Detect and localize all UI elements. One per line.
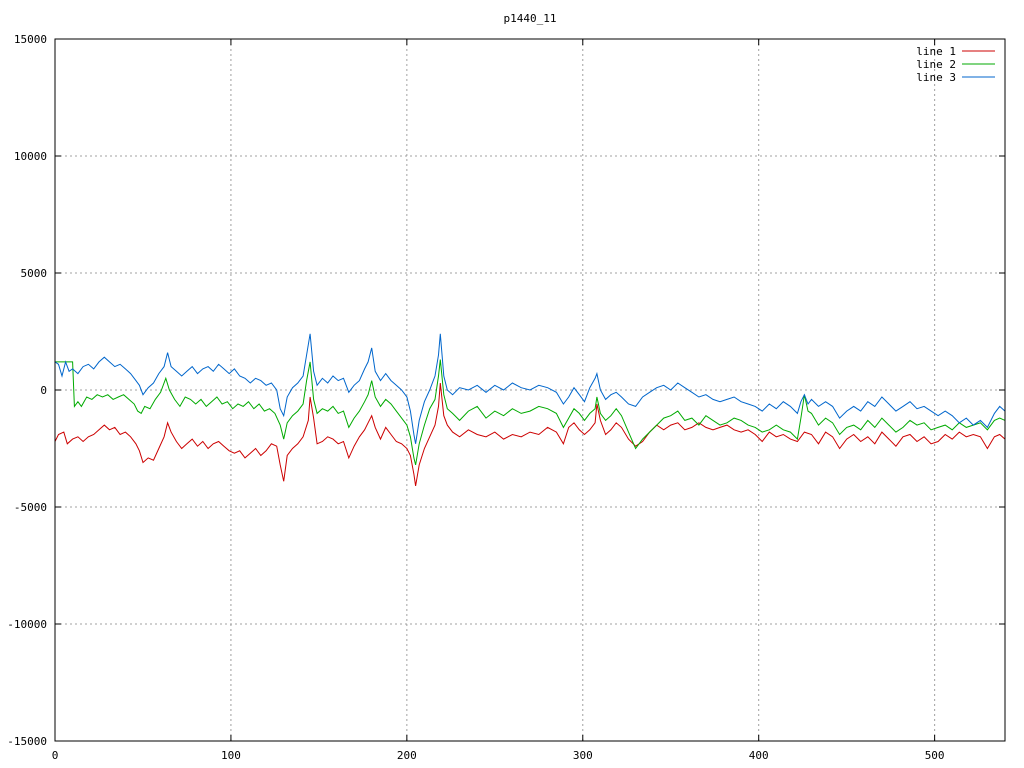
series-group [54,333,1006,486]
x-tick-label: 400 [749,749,769,762]
legend-label: line 1 [916,45,956,58]
series-line-3 [54,333,1006,444]
y-tick-label: 5000 [21,267,48,280]
y-tick-label: 10000 [14,150,47,163]
y-tick-label: 0 [40,384,47,397]
x-tick-label: 100 [221,749,241,762]
x-tick-label: 0 [52,749,59,762]
tick-labels: 0 100 200 300 400 500 -15000 -10000 -5000 0 5000 10… [7,33,1005,762]
x-tick-label: 200 [397,749,417,762]
y-tick-label: -15000 [7,735,47,748]
legend-label: line 3 [916,71,956,84]
chart-title: p1440_11 [504,12,557,25]
series-line-1 [54,382,1006,486]
y-tick-label: 15000 [14,33,47,46]
x-tick-label: 500 [925,749,945,762]
x-tick-label: 300 [573,749,593,762]
series-line-2 [55,359,1006,466]
y-tick-label: -10000 [7,618,47,631]
y-tick-label: -5000 [14,501,47,514]
legend-label: line 2 [916,58,956,71]
